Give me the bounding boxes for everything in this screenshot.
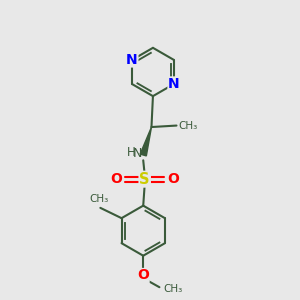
Text: CH₃: CH₃: [89, 194, 109, 204]
Text: O: O: [110, 172, 122, 186]
Text: N: N: [126, 53, 138, 67]
Polygon shape: [140, 127, 152, 156]
Text: O: O: [137, 268, 149, 282]
Text: N: N: [133, 147, 142, 160]
Text: O: O: [167, 172, 179, 186]
Text: CH₃: CH₃: [164, 284, 183, 294]
Text: N: N: [168, 77, 180, 91]
Text: S: S: [140, 172, 150, 187]
Text: H: H: [127, 146, 135, 159]
Text: CH₃: CH₃: [178, 121, 197, 130]
